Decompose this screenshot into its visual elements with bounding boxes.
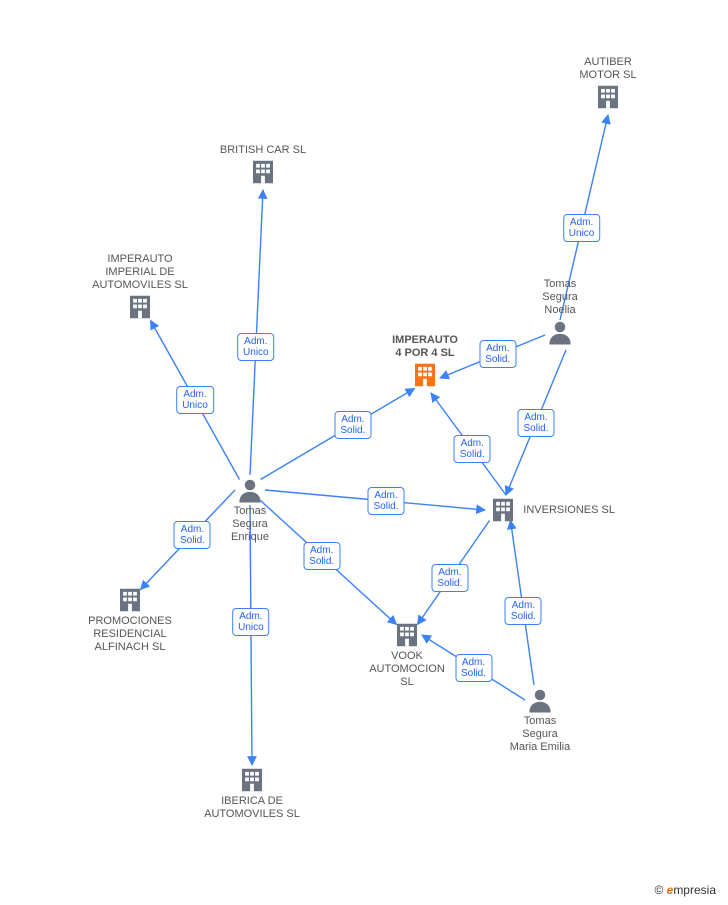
node-vook[interactable]: VOOK AUTOMOCION SL — [352, 620, 462, 689]
node-enrique[interactable]: Tomas Segura Enrique — [195, 475, 305, 544]
node-label: IMPERAUTO IMPERIAL DE AUTOMOVILES SL — [85, 253, 195, 292]
brand-rest: mpresia — [673, 883, 716, 897]
node-imperauto_imp[interactable]: IMPERAUTO IMPERIAL DE AUTOMOVILES SL — [85, 253, 195, 322]
node-label: Tomas Segura Noelia — [505, 278, 615, 317]
edge-label: Adm. Solid. — [303, 542, 340, 570]
edge-label: Adm. Unico — [232, 608, 270, 636]
edge-label: Adm. Solid. — [454, 435, 491, 463]
node-inversiones[interactable]: INVERSIONES SL — [485, 495, 615, 525]
edge-label: Adm. Solid. — [431, 564, 468, 592]
node-label: IMPERAUTO 4 POR 4 SL — [370, 334, 480, 360]
edge-label: Adm. Solid. — [367, 487, 404, 515]
edge-label: Adm. Unico — [563, 214, 601, 242]
watermark: © empresia — [654, 883, 716, 897]
edge-label: Adm. Solid. — [479, 340, 516, 368]
edge-label: Adm. Solid. — [334, 411, 371, 439]
node-label: Tomas Segura Maria Emilia — [485, 715, 595, 754]
node-label: PROMOCIONES RESIDENCIAL ALFINACH SL — [75, 615, 185, 654]
node-label: AUTIBER MOTOR SL — [553, 56, 663, 82]
node-iberica[interactable]: IBERICA DE AUTOMOVILES SL — [197, 765, 307, 821]
edge-label: Adm. Solid. — [505, 597, 542, 625]
edge-label: Adm. Solid. — [174, 521, 211, 549]
node-label: BRITISH CAR SL — [208, 144, 318, 157]
node-autiber[interactable]: AUTIBER MOTOR SL — [553, 56, 663, 112]
node-label: VOOK AUTOMOCION SL — [352, 650, 462, 689]
node-label: INVERSIONES SL — [523, 504, 615, 517]
edge-label: Adm. Unico — [237, 333, 275, 361]
node-noelia[interactable]: Tomas Segura Noelia — [505, 278, 615, 347]
network-diagram: AUTIBER MOTOR SL BRITISH CAR SL IMPERAUT… — [0, 0, 728, 905]
node-promo[interactable]: PROMOCIONES RESIDENCIAL ALFINACH SL — [75, 585, 185, 654]
node-british[interactable]: BRITISH CAR SL — [208, 144, 318, 187]
node-maria[interactable]: Tomas Segura Maria Emilia — [485, 685, 595, 754]
node-imperauto4x4[interactable]: IMPERAUTO 4 POR 4 SL — [370, 334, 480, 390]
edge-label: Adm. Solid. — [455, 654, 492, 682]
edge-label: Adm. Solid. — [517, 409, 554, 437]
edges-layer — [0, 0, 728, 905]
node-label: IBERICA DE AUTOMOVILES SL — [197, 795, 307, 821]
copyright-symbol: © — [654, 883, 663, 897]
edge-label: Adm. Unico — [176, 386, 214, 414]
node-label: Tomas Segura Enrique — [195, 505, 305, 544]
